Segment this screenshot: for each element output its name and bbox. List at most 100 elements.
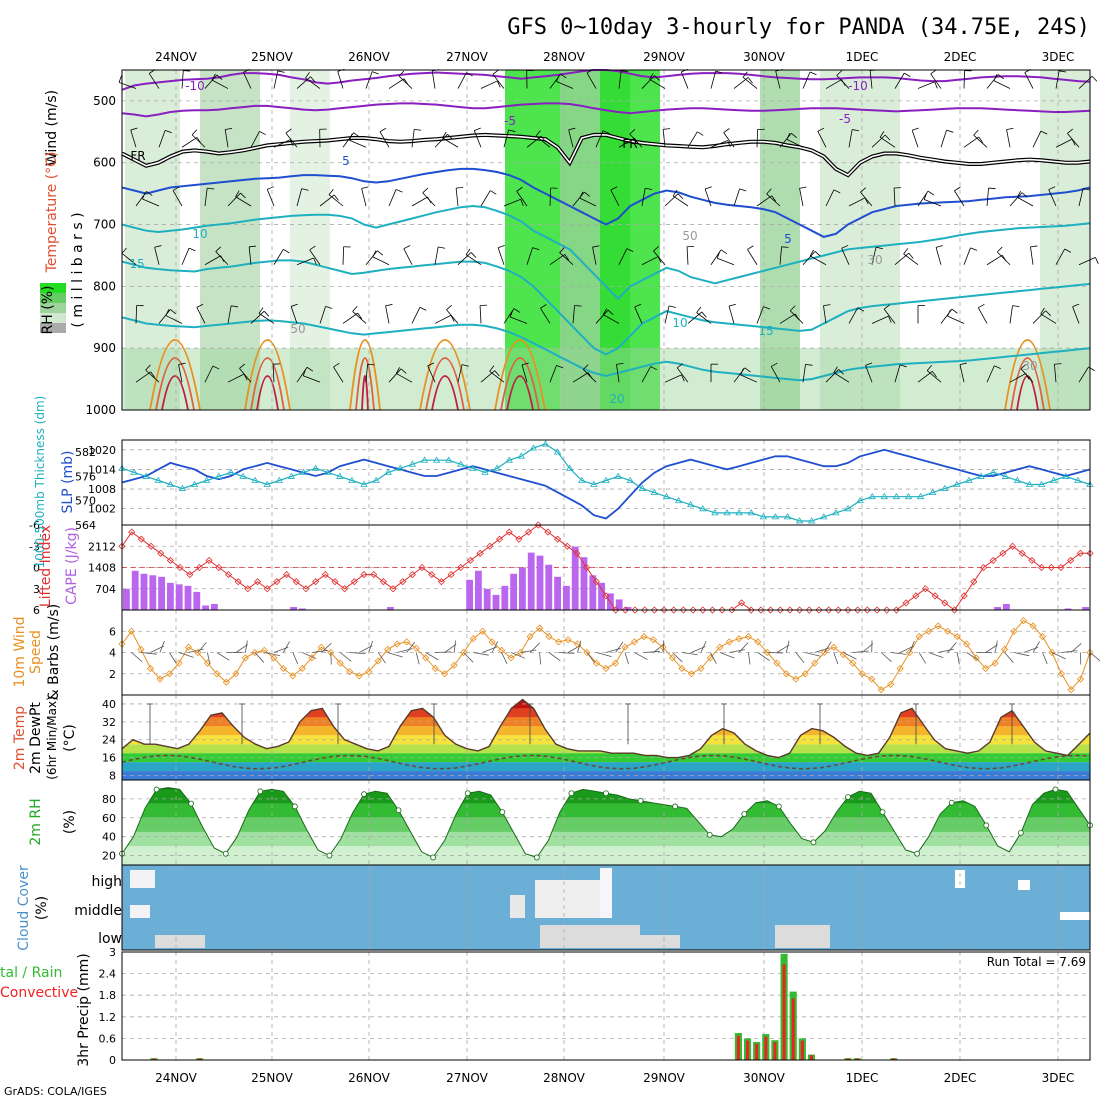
wind-speed-point: [782, 670, 790, 678]
li-point: [796, 606, 804, 614]
wind-barb: [535, 135, 551, 148]
li-point: [399, 578, 407, 586]
thickness-point: [844, 505, 852, 512]
wind-speed-point: [469, 635, 477, 643]
date-label-top: 27NOV: [446, 50, 488, 64]
rh-band: [200, 70, 260, 410]
wind-barb: [431, 70, 436, 89]
wind-barb-flag: [884, 134, 891, 141]
wind-barb: [823, 305, 827, 324]
li-point: [815, 606, 823, 614]
wind-barb-flag: [875, 246, 883, 250]
thickness-point: [747, 509, 755, 516]
rh-point: [361, 791, 367, 798]
cape-bar: [299, 608, 306, 610]
li-point: [863, 606, 871, 614]
contour-label: 50: [290, 322, 305, 336]
wind-barb-flag: [447, 134, 453, 140]
li-point: [718, 606, 726, 614]
surface-barb: [615, 641, 624, 653]
thickness-point: [251, 476, 259, 483]
wind-barb: [680, 71, 689, 89]
wind-barb-flag: [442, 131, 447, 139]
wind-barb-flag: [513, 308, 521, 313]
rh-band: [290, 70, 330, 410]
wind-speed-point: [877, 686, 885, 694]
wind-barb-flag: [353, 132, 360, 138]
wind-barb: [618, 70, 622, 89]
label-slp: SLP (mb): [60, 450, 76, 513]
surface-barb: [529, 642, 540, 653]
wind-barb-flag: [978, 303, 985, 309]
wind-speed-point: [602, 664, 610, 673]
wind-barb: [135, 371, 151, 383]
wind-barb-flag: [1020, 363, 1027, 370]
wind-barb: [779, 313, 796, 324]
wind-barb-flag: [559, 247, 565, 253]
li-point: [892, 606, 900, 614]
thickness-point: [565, 464, 574, 471]
wind-barb: [372, 256, 390, 266]
wind-barb: [664, 193, 679, 207]
wind-barb-flag: [947, 309, 951, 317]
ytick-temp: 24: [102, 734, 116, 747]
wind-barb: [924, 199, 942, 207]
wind-barb-flag: [419, 306, 427, 311]
wind-barb: [704, 188, 712, 207]
wind-barb: [766, 193, 781, 207]
wind-barb: [610, 189, 620, 207]
wind-barb: [273, 249, 284, 265]
wind-barb-flag: [377, 250, 384, 256]
label-precip-total: tal / Rain: [0, 965, 62, 981]
wind-barb: [196, 307, 206, 324]
wind-barb-flag: [508, 129, 516, 133]
cape-bar: [519, 567, 526, 610]
wind-barb: [696, 312, 712, 324]
li-line: [121, 524, 1090, 611]
label-precip: 3hr Precip (mm): [76, 953, 92, 1066]
date-label-top: 25NOV: [251, 50, 293, 64]
ytick-thickness: 582: [75, 446, 96, 459]
wind-barb: [802, 71, 811, 89]
wind-barb-flag: [1021, 192, 1028, 198]
cloud-block: [600, 868, 612, 918]
precip-convective-bar: [736, 1035, 740, 1060]
wind-barb: [480, 190, 491, 207]
rh-band: [122, 831, 1090, 847]
label-li: Lifted Index: [38, 525, 54, 607]
surface-barb: [1004, 652, 1014, 663]
wind-barb: [158, 309, 171, 324]
wind-speed-line: [121, 619, 1091, 691]
wind-speed-point: [564, 636, 572, 644]
cape-bar: [492, 594, 500, 610]
li-point: [408, 571, 416, 579]
surface-barb: [785, 640, 790, 653]
li-point: [166, 556, 174, 564]
date-label-top: 2DEC: [944, 50, 977, 64]
surface-barb: [738, 642, 749, 653]
wind-barb: [825, 79, 842, 89]
panel-upper-air: -10 -5 FR 5 10 15 -10 -5 FR 5 10 15 20 30 50 50 30 500 600…: [40, 68, 1099, 417]
wind-barb-flag: [763, 306, 771, 310]
warm-contour: [506, 375, 534, 411]
wind-barb-flag: [466, 72, 473, 77]
wind-barb: [342, 246, 345, 265]
wind-barb-flag: [836, 70, 843, 76]
rh-point: [153, 786, 160, 793]
ytick-li: 3: [33, 583, 40, 596]
wind-barb: [457, 364, 463, 383]
wind-barb: [342, 312, 358, 324]
wind-barb: [728, 306, 735, 324]
cape-bar: [175, 584, 183, 610]
thickness-point: [541, 440, 550, 447]
wind-barb-flag: [225, 128, 233, 130]
cape-bar: [158, 576, 165, 610]
cape-bar: [994, 606, 1001, 610]
wind-barb: [296, 188, 303, 207]
surface-barb: [169, 652, 177, 664]
wind-barb: [273, 70, 279, 89]
wind-barb: [165, 315, 183, 324]
surface-barb: [605, 647, 622, 653]
rh-point: [464, 790, 471, 797]
wind-barb-flag: [263, 310, 270, 317]
